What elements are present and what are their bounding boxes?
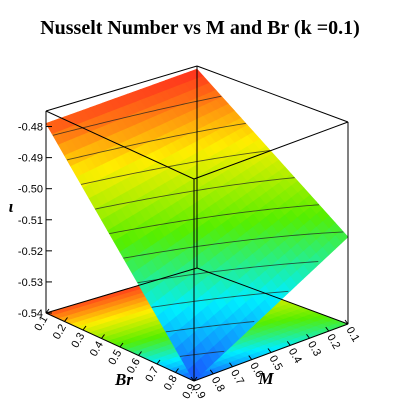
contour-line (52, 95, 222, 136)
x-tick-label: 0.7 (143, 365, 161, 384)
x-tick-mark (82, 325, 87, 331)
z-tick-label: -0.51 (18, 215, 43, 227)
contour-line (123, 231, 344, 259)
x-tick-mark (156, 359, 161, 365)
x-tick-mark (119, 342, 124, 348)
z-tick-label: -0.53 (18, 277, 43, 289)
y-tick-mark (209, 369, 214, 375)
box-edge (193, 121, 349, 180)
y-tick-label: 0.4 (286, 346, 304, 365)
y-tick-mark (248, 355, 253, 360)
y-tick-label: 0.8 (209, 375, 227, 394)
x-tick-label: 0.8 (162, 373, 180, 392)
x-tick-label: 0.2 (51, 322, 69, 341)
contour-line (80, 150, 271, 185)
contour-line (95, 177, 295, 210)
y-tick-mark (306, 333, 310, 339)
box-edge (45, 65, 198, 112)
bounding-box (45, 65, 349, 382)
y-tick-label: 0.7 (228, 368, 246, 387)
contour-lines (52, 95, 344, 357)
contour-line (165, 321, 255, 333)
z-axis-label: ι (9, 197, 14, 216)
box-edge (45, 110, 195, 180)
x-tick-mark (45, 308, 50, 314)
y-tick-label: 0.1 (344, 325, 362, 344)
contour-line (179, 350, 225, 357)
contour-line (66, 122, 246, 161)
box-edge (196, 267, 349, 325)
z-tick-label: -0.52 (18, 246, 43, 258)
y-axis-label: M (257, 369, 274, 388)
y-tick-mark (229, 362, 233, 368)
contour-line (137, 261, 319, 284)
z-tick-label: -0.48 (18, 122, 43, 134)
z-tick-label: -0.49 (18, 153, 43, 165)
y-tick-mark (344, 319, 349, 325)
x-tick-mark (138, 351, 142, 356)
x-tick-label: 0.9 (180, 382, 198, 400)
z-axis: -0.48 -0.49 -0.50 -0.51 -0.52 -0.53 -0.54 ι (9, 122, 52, 320)
x-axis-label: Br (114, 370, 133, 389)
x-tick-mark (101, 334, 105, 339)
z-tick-label: -0.54 (18, 308, 43, 320)
box-edge (45, 267, 198, 314)
y-tick-mark (286, 341, 291, 346)
y-tick-label: 0.2 (324, 332, 342, 351)
x-tick-mark (64, 317, 68, 322)
contour-line (151, 290, 289, 308)
y-tick-label: 0.3 (305, 339, 323, 358)
x-tick-mark (193, 376, 198, 382)
contour-line (109, 204, 320, 235)
box-edge (196, 65, 349, 123)
x-tick-mark (175, 368, 179, 373)
x-tick-label: 0.4 (88, 339, 106, 358)
z-tick-label: -0.50 (18, 184, 43, 196)
y-tick-mark (267, 348, 272, 353)
x-tick-label: 0.5 (106, 348, 124, 367)
y-axis: 0.10.20.30.40.50.60.70.80.9M (190, 319, 362, 400)
x-tick-label: 0.3 (69, 331, 87, 350)
y-tick-label: 0.9 (190, 382, 208, 400)
y-tick-mark (190, 376, 195, 382)
y-tick-mark (325, 326, 330, 332)
chart-title: Nusselt Number vs M and Br (k =0.1) (40, 17, 360, 39)
